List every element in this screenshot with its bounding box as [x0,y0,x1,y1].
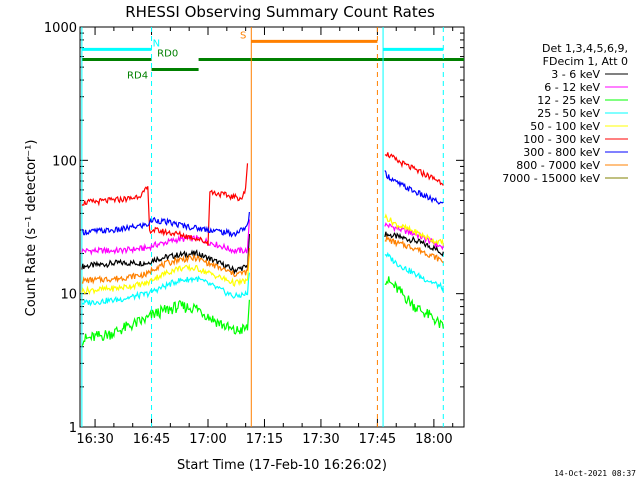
x-tick-label: 17:45 [359,432,396,447]
legend-entry-label: 6 - 12 keV [544,81,600,94]
plot-frame [79,26,465,428]
legend-header-2: FDecim 1, Att 0 [543,55,628,68]
state-bar-label-n: N [153,38,160,49]
series-line [384,213,444,246]
series-line [81,219,250,256]
series-line [81,211,250,238]
x-axis-label: Start Time (17-Feb-10 16:26:02) [177,458,387,473]
legend-header-1: Det 1,3,4,5,6,9, [542,42,628,55]
x-tick-label: 17:00 [189,432,226,447]
x-tick-label: 17:30 [302,432,339,447]
legend-entry-label: 100 - 300 keV [523,133,600,146]
y-tick-label: 10 [60,288,77,303]
series-line [384,170,444,205]
legend-entry-label: 25 - 50 keV [537,107,600,120]
series-line [384,231,444,257]
legend-entry-label: 7000 - 15000 keV [502,172,600,185]
legend-entry-label: 12 - 25 keV [537,94,600,107]
legend-entry-label: 50 - 100 keV [530,120,600,133]
chart-title: RHESSI Observing Summary Count Rates [125,3,435,21]
footer-timestamp: 14-Oct-2021 08:37 [554,469,636,478]
x-tick-label: 16:30 [76,432,113,447]
state-bar-label-rd4: RD4 [127,71,148,82]
series-line [384,152,444,186]
legend: Det 1,3,4,5,6,9, FDecim 1, Att 0 3 - 6 k… [502,42,628,185]
state-bar-label-s: S [240,30,246,41]
series-line [81,247,250,285]
series-line [81,163,249,246]
legend-entry-label: 300 - 800 keV [523,146,600,159]
x-tick-label: 16:45 [133,432,170,447]
y-tick-label: 1 [69,421,77,436]
series-line [384,276,444,329]
series-line [384,234,444,264]
legend-entry-label: 3 - 6 keV [551,68,600,81]
legend-entry-label: 800 - 7000 keV [516,159,600,172]
y-tick-label: 1000 [44,21,77,36]
series-line [81,253,250,296]
y-axis-label: Count Rate (s⁻¹ detector⁻¹) [24,140,39,317]
y-tick-label: 100 [52,154,77,169]
series-line [81,272,250,307]
state-bar-label-rd0: RD0 [157,49,178,60]
x-tick-label: 17:15 [246,432,283,447]
series-line [384,251,444,293]
series-line [81,299,250,347]
series-line [81,233,250,275]
x-tick-label: 18:00 [415,432,452,447]
